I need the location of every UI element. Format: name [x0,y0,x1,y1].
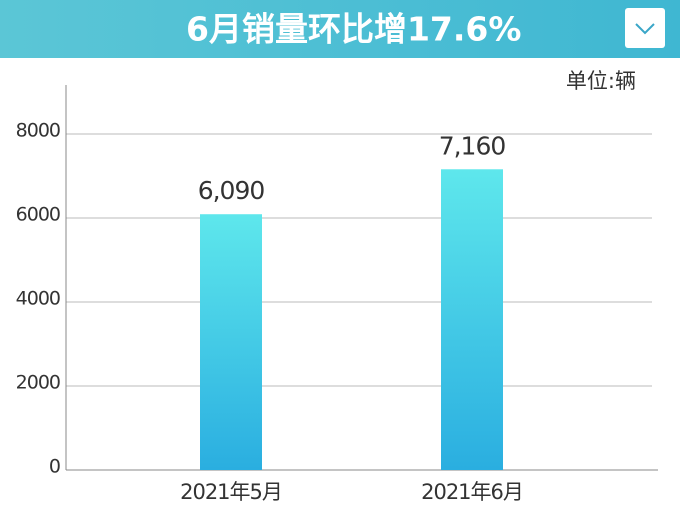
x-tick-label: 2021年5月 [180,480,282,504]
unit-label: 单位:辆 [566,69,636,93]
x-tick-label: 2021年6月 [421,480,523,504]
y-tick-label: 8000 [16,120,60,142]
y-tick-label: 6000 [16,204,60,226]
y-tick-label: 2000 [16,372,60,394]
collapse-button[interactable] [625,8,665,48]
data-label: 6,090 [198,176,265,205]
button-bg[interactable] [625,8,665,48]
bar [200,214,262,470]
header-bar [0,0,680,58]
bar [441,169,503,470]
chevron-icon[interactable] [635,23,655,35]
chart-title: 6月销量环比增17.6% [186,10,521,49]
y-tick-label: 4000 [16,288,60,310]
data-label: 7,160 [439,131,506,160]
y-tick-label: 0 [49,456,60,478]
